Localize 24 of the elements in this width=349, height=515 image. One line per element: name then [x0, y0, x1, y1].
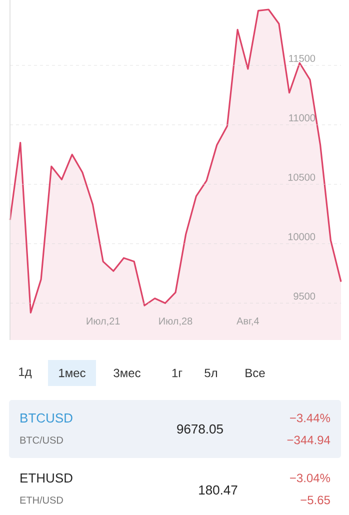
- text: ETH/USD: [20, 496, 63, 504]
- y-tick-label: 10000: [288, 233, 316, 240]
- y-tick-label: 11000: [289, 114, 316, 122]
- text: 5л: [204, 368, 217, 378]
- text: BTC/USD: [20, 436, 63, 444]
- text: −5.65: [300, 496, 330, 504]
- text: 9678.05: [177, 424, 223, 434]
- text: 1г: [172, 368, 182, 378]
- text: BTCUSD: [20, 413, 72, 423]
- y-tick-label: 9500: [294, 292, 316, 300]
- x-tick-label: Авг,4: [236, 318, 259, 326]
- text: −344.94: [287, 436, 330, 444]
- x-tick-label: Июл,28: [159, 318, 192, 326]
- text: ETHUSD: [20, 473, 72, 483]
- x-tick-label: Июл,21: [86, 318, 120, 326]
- y-tick-label: 11500: [289, 54, 316, 62]
- text: 3мес: [114, 368, 140, 378]
- text: 1мес: [59, 368, 86, 378]
- y-tick-label: 10500: [288, 174, 316, 181]
- text: 180.47: [199, 485, 238, 495]
- text: 1д: [19, 368, 32, 378]
- text: −3.44%: [290, 414, 330, 422]
- text: −3.04%: [290, 474, 330, 482]
- text: Все: [246, 368, 265, 378]
